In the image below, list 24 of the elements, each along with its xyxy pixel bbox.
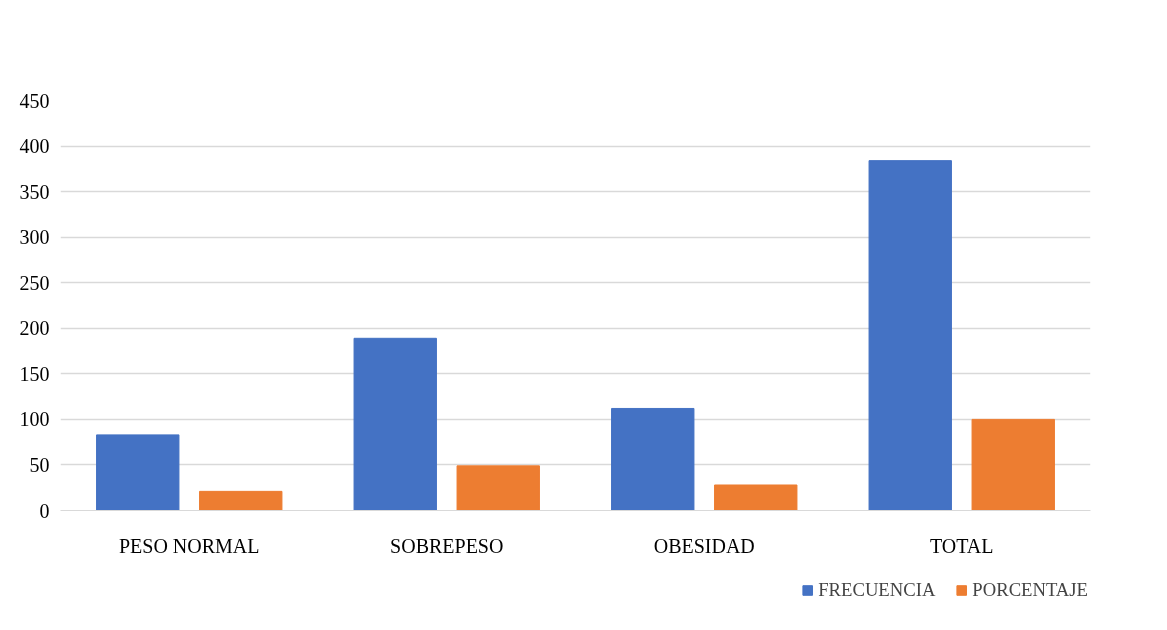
y-tick-label: 250 xyxy=(19,271,50,294)
y-tick-label: 450 xyxy=(19,89,50,112)
y-tick-label: 300 xyxy=(19,226,50,249)
bar xyxy=(714,484,798,511)
bar xyxy=(96,434,180,511)
bar xyxy=(199,490,283,511)
legend-label: PORCENTAJE xyxy=(972,578,1088,601)
y-tick-label: 150 xyxy=(19,362,50,385)
x-tick-label: OBESIDAD xyxy=(653,534,755,557)
y-tick-label: 0 xyxy=(39,499,50,522)
y-tick-label: 50 xyxy=(29,453,50,476)
bar xyxy=(611,407,695,511)
x-tick-label: PESO NORMAL xyxy=(118,534,260,557)
y-tick-label: 400 xyxy=(19,135,50,158)
legend-label: FRECUENCIA xyxy=(818,578,936,601)
bar xyxy=(971,418,1055,511)
x-tick-label: TOTAL xyxy=(929,534,994,557)
y-tick-label: 200 xyxy=(19,317,50,340)
bar xyxy=(353,337,437,511)
y-tick-label: 350 xyxy=(19,180,50,203)
bar xyxy=(456,465,540,511)
x-tick-label: SOBREPESO xyxy=(390,534,504,557)
bar xyxy=(868,160,952,511)
y-tick-label: 100 xyxy=(19,408,50,431)
